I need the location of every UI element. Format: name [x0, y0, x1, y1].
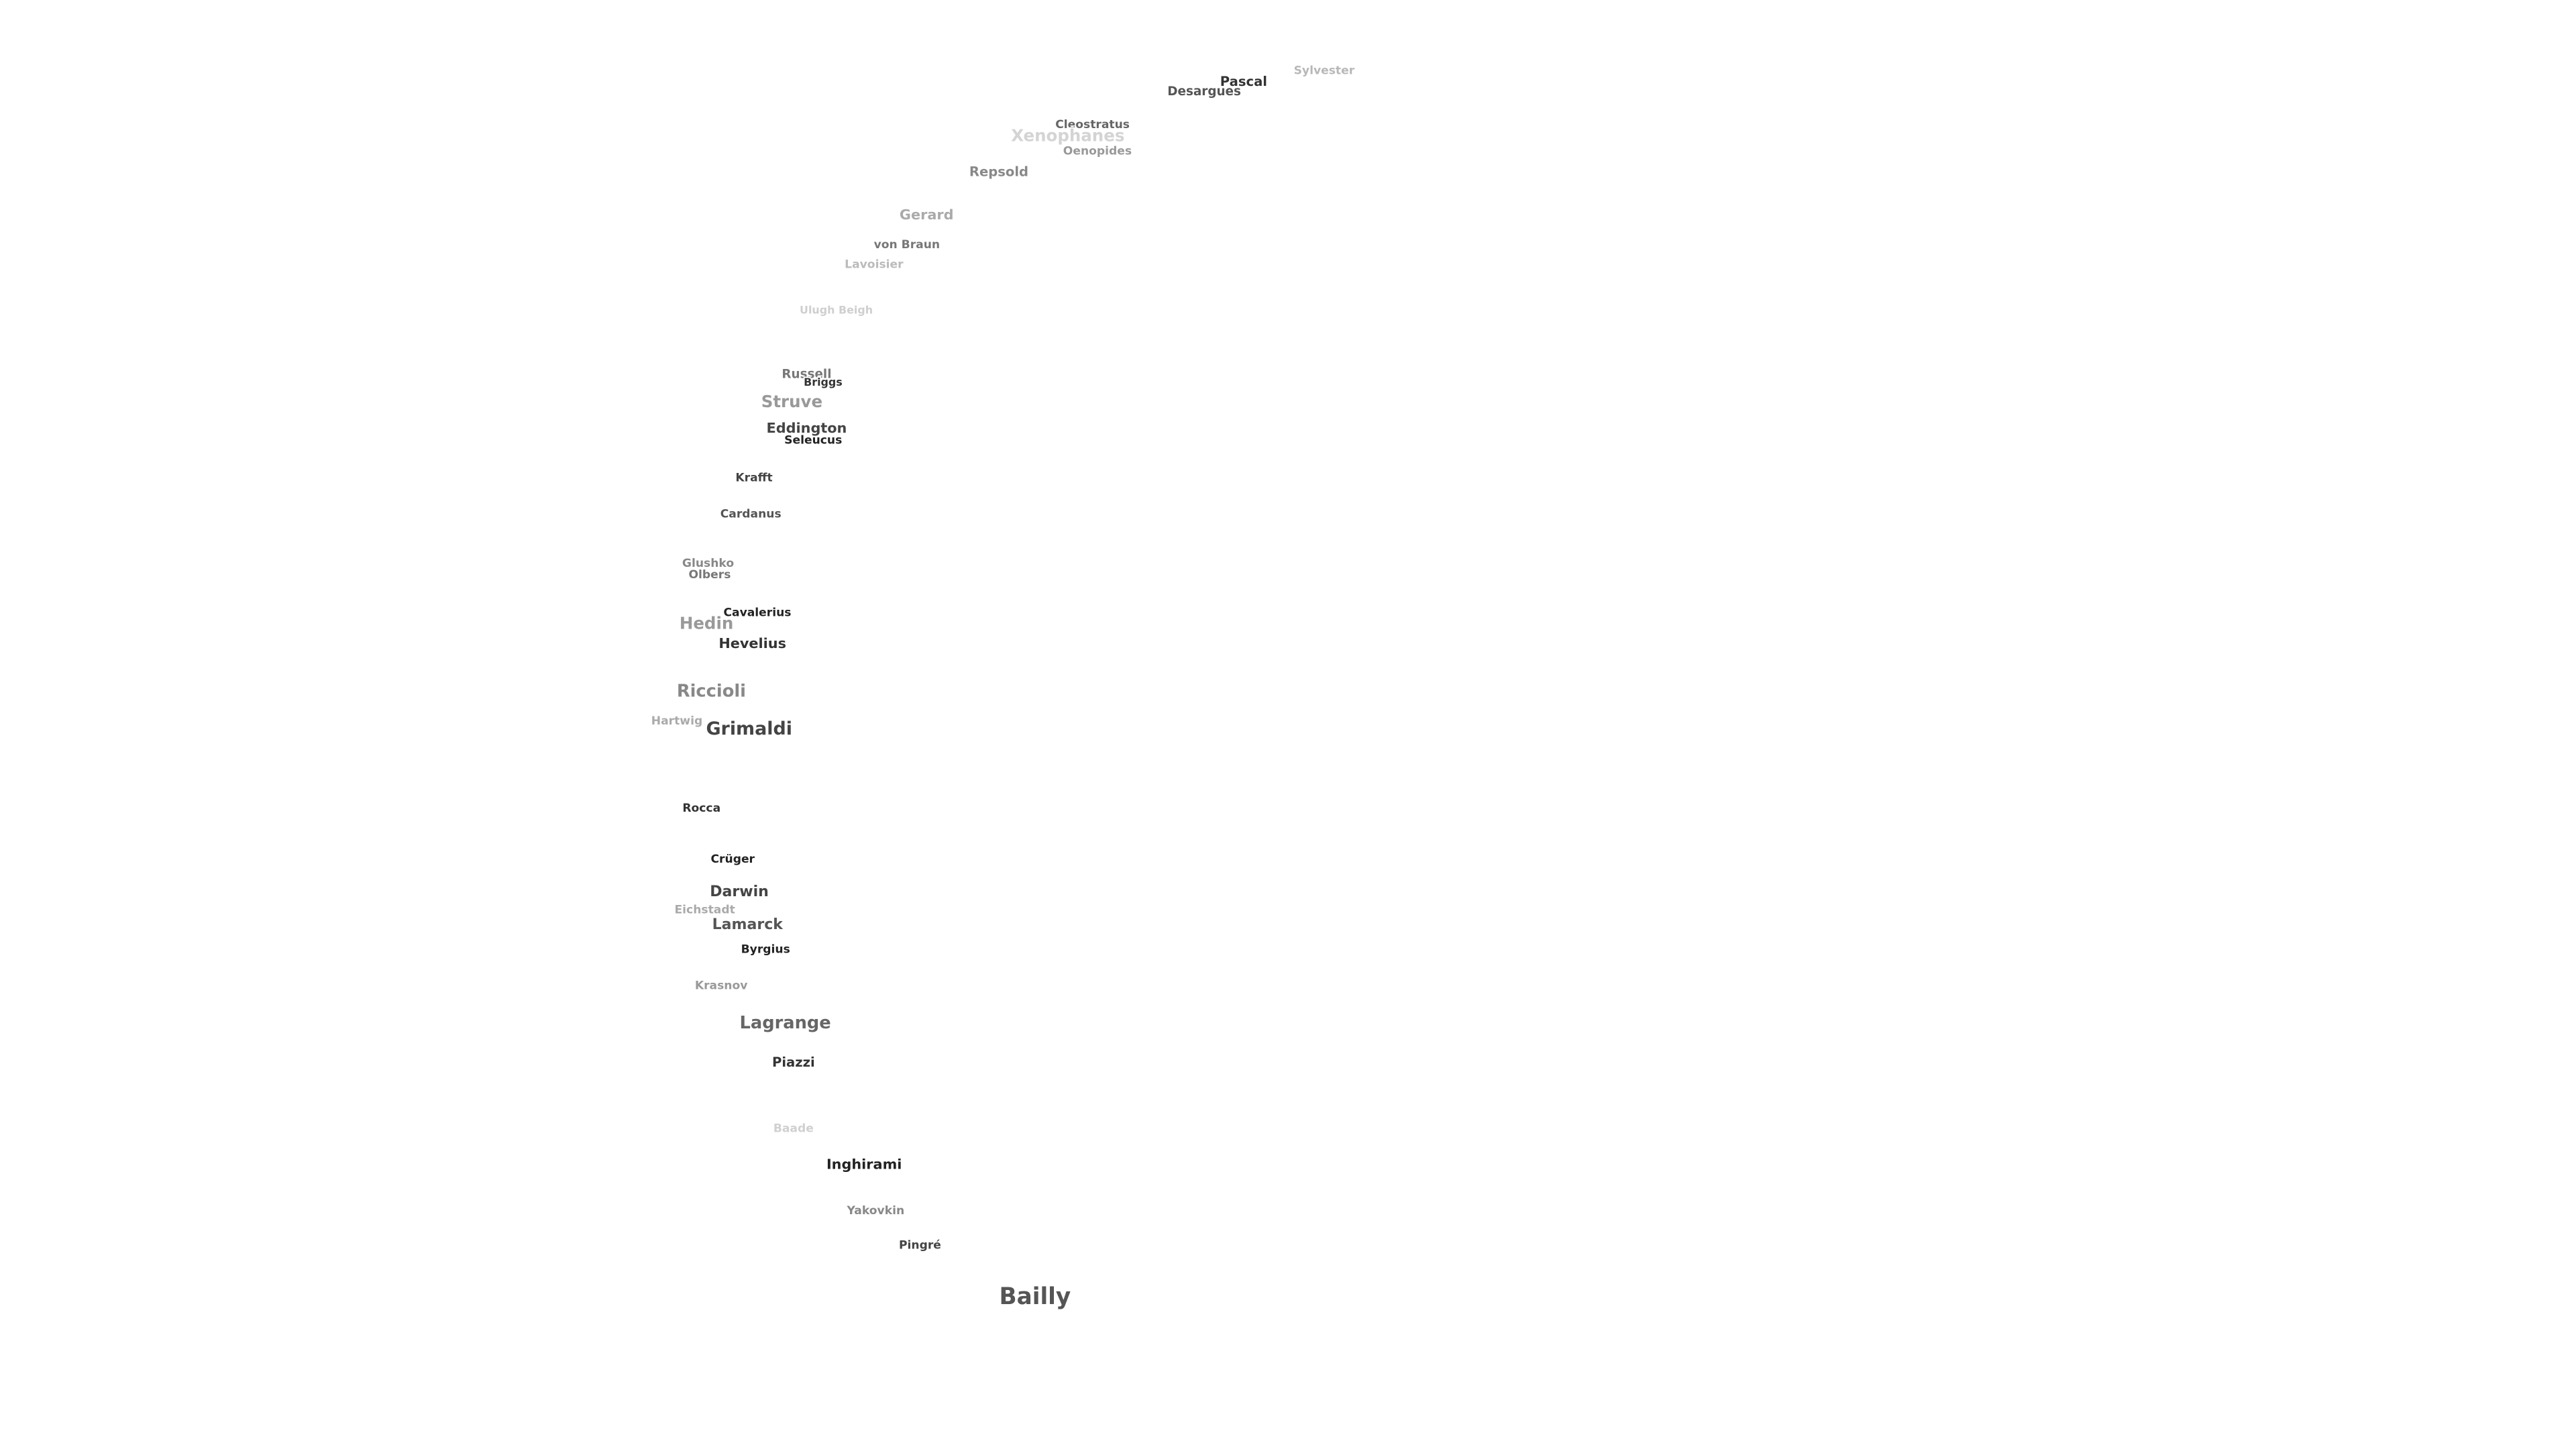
crater-label: Lamarck [712, 916, 784, 933]
crater-label: Bailly [999, 1283, 1071, 1310]
crater-label: Rocca [682, 802, 720, 815]
crater-label: Olbers [688, 568, 731, 582]
crater-label: Hartwig [651, 714, 702, 728]
crater-label: Krasnov [695, 979, 748, 992]
crater-label: Inghirami [826, 1156, 902, 1172]
crater-label: Struve [761, 392, 822, 411]
crater-label: Ulugh Beigh [800, 303, 873, 316]
crater-label: Yakovkin [846, 1204, 904, 1218]
crater-label: Cardanus [720, 508, 782, 521]
crater-label: Hedin [680, 614, 733, 633]
crater-label: Eddington [767, 420, 847, 436]
crater-label: Eichstadt [674, 904, 735, 917]
crater-label: Lagrange [739, 1013, 830, 1033]
crater-label: Repsold [969, 164, 1028, 180]
crater-label: Gerard [900, 207, 954, 223]
crater-label: Riccioli [677, 682, 746, 702]
crater-label: Desargues [1167, 85, 1241, 99]
crater-label: Cavalerius [723, 606, 791, 619]
crater-label: Seleucus [784, 433, 842, 447]
crater-label: Pingré [899, 1238, 941, 1252]
crater-label: Piazzi [772, 1055, 815, 1070]
crater-label: Russell [782, 367, 831, 381]
crater-label: Grimaldi [706, 718, 792, 739]
crater-label: Crüger [710, 853, 755, 866]
crater-label: Lavoisier [845, 258, 904, 271]
crater-label: Oenopides [1063, 144, 1132, 158]
crater-label: Baade [773, 1122, 814, 1135]
crater-label: Cleostratus [1055, 118, 1130, 131]
crater-label: Briggs [804, 376, 843, 388]
crater-label: Byrgius [741, 943, 790, 957]
crater-label: Darwin [710, 883, 769, 900]
crater-label: Glushko [682, 557, 734, 570]
crater-label: Hevelius [718, 635, 786, 651]
crater-label: von Braun [874, 238, 941, 252]
crater-label: Sylvester [1294, 64, 1355, 77]
crater-label: Pascal [1220, 74, 1267, 89]
crater-label: Xenophanes [1011, 125, 1124, 145]
crater-label: Krafft [735, 472, 772, 485]
